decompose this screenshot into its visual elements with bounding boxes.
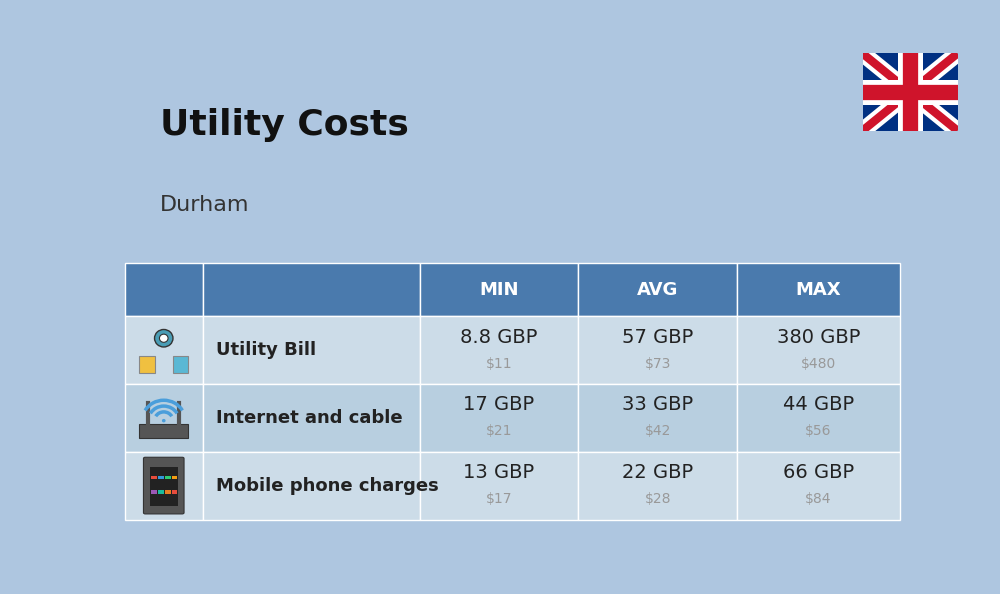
Text: $17: $17 bbox=[486, 492, 512, 506]
Bar bbox=[420, 384, 578, 451]
Bar bbox=[578, 451, 737, 520]
Text: Utility Costs: Utility Costs bbox=[160, 108, 409, 142]
Bar bbox=[737, 316, 900, 384]
Bar bbox=[420, 316, 578, 384]
Bar bbox=[172, 476, 177, 479]
Bar bbox=[420, 451, 578, 520]
Text: 33 GBP: 33 GBP bbox=[622, 396, 693, 415]
Bar bbox=[420, 263, 578, 316]
Text: 57 GBP: 57 GBP bbox=[622, 328, 693, 346]
Text: 22 GBP: 22 GBP bbox=[622, 463, 693, 482]
Text: AVG: AVG bbox=[637, 281, 678, 299]
Bar bbox=[737, 451, 900, 520]
Text: $21: $21 bbox=[486, 425, 512, 438]
Text: $84: $84 bbox=[805, 492, 832, 506]
Bar bbox=[165, 490, 171, 494]
Text: $56: $56 bbox=[805, 425, 832, 438]
Circle shape bbox=[159, 334, 168, 342]
Bar bbox=[578, 384, 737, 451]
Text: 44 GBP: 44 GBP bbox=[783, 396, 854, 415]
Text: 8.8 GBP: 8.8 GBP bbox=[460, 328, 538, 346]
Text: 66 GBP: 66 GBP bbox=[783, 463, 854, 482]
Bar bbox=[202, 263, 420, 316]
Bar bbox=[158, 490, 164, 494]
Bar bbox=[158, 476, 164, 479]
Bar bbox=[173, 356, 188, 373]
Text: MIN: MIN bbox=[479, 281, 519, 299]
Bar bbox=[151, 490, 157, 494]
Circle shape bbox=[162, 419, 166, 422]
Bar bbox=[151, 476, 157, 479]
Bar bbox=[165, 476, 171, 479]
Bar bbox=[125, 384, 202, 451]
Bar bbox=[125, 263, 202, 316]
Text: 380 GBP: 380 GBP bbox=[777, 328, 860, 346]
Bar bbox=[172, 490, 177, 494]
Bar bbox=[202, 316, 420, 384]
Circle shape bbox=[155, 330, 173, 347]
FancyBboxPatch shape bbox=[143, 457, 184, 514]
Text: Utility Bill: Utility Bill bbox=[216, 341, 317, 359]
Text: $28: $28 bbox=[645, 492, 671, 506]
Bar bbox=[202, 384, 420, 451]
Text: 13 GBP: 13 GBP bbox=[463, 463, 534, 482]
Bar bbox=[139, 424, 188, 438]
Text: $480: $480 bbox=[801, 356, 836, 371]
Text: $73: $73 bbox=[645, 356, 671, 371]
Bar bbox=[578, 316, 737, 384]
Text: Mobile phone charges: Mobile phone charges bbox=[216, 476, 439, 495]
Text: Durham: Durham bbox=[160, 195, 249, 215]
Text: $11: $11 bbox=[486, 356, 512, 371]
Bar bbox=[125, 316, 202, 384]
Text: Internet and cable: Internet and cable bbox=[216, 409, 403, 426]
Bar bbox=[139, 356, 155, 373]
Bar bbox=[737, 384, 900, 451]
Bar bbox=[737, 263, 900, 316]
Bar bbox=[125, 451, 202, 520]
Text: $42: $42 bbox=[645, 425, 671, 438]
Bar bbox=[202, 451, 420, 520]
Text: 17 GBP: 17 GBP bbox=[463, 396, 534, 415]
Bar bbox=[578, 263, 737, 316]
Text: MAX: MAX bbox=[796, 281, 841, 299]
Bar bbox=[150, 467, 178, 507]
